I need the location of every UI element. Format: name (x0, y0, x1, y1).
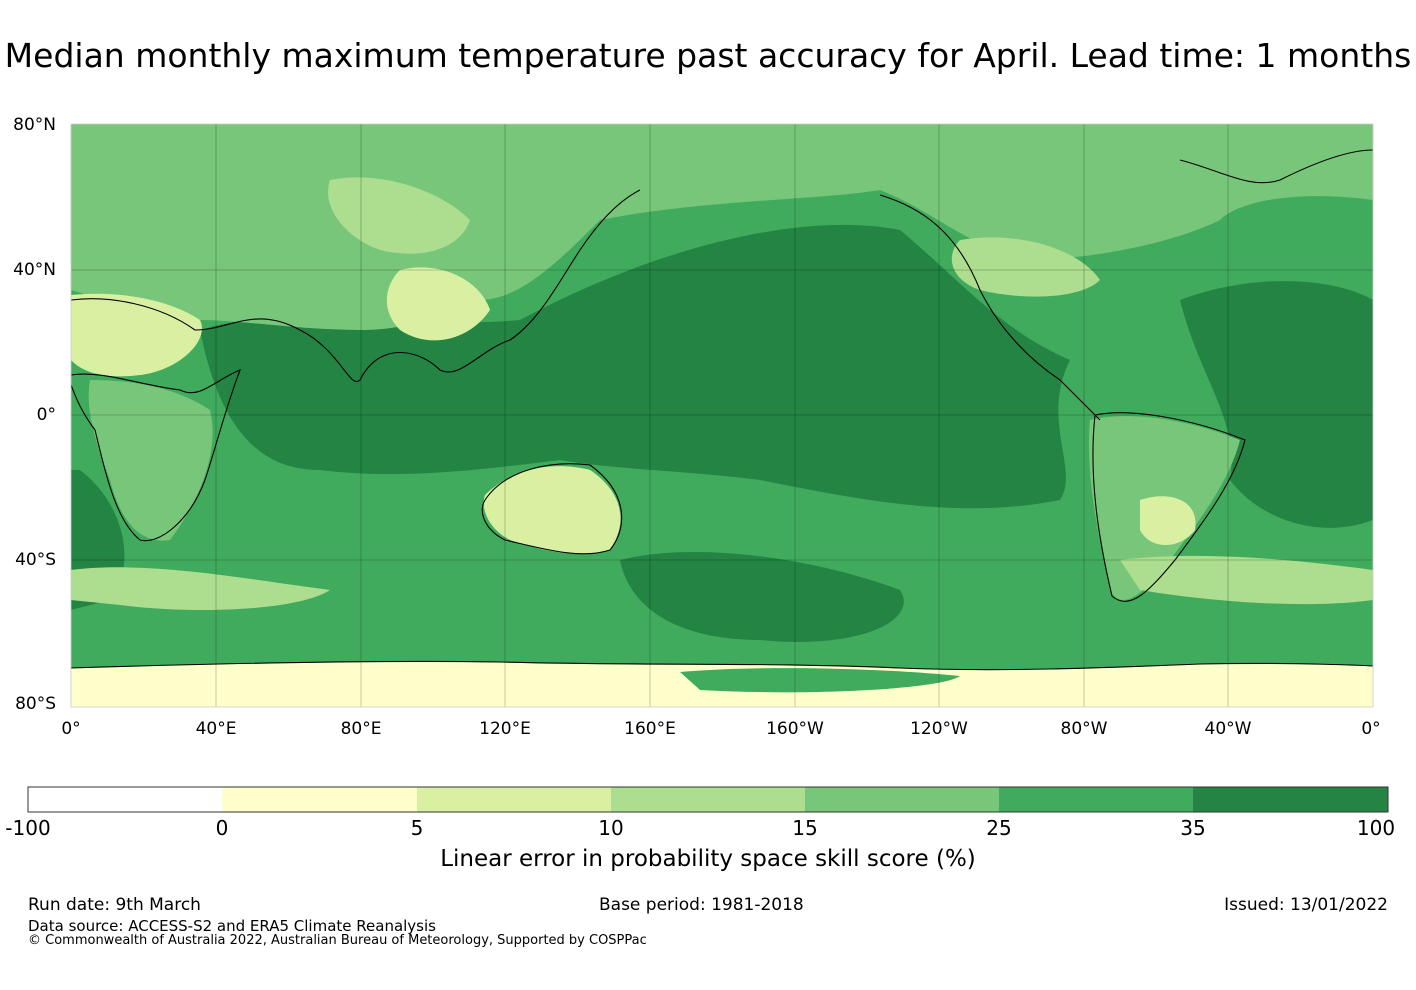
graticule (71, 124, 1373, 707)
lon-label: 80°W (1060, 719, 1108, 739)
southern-ocean-band (71, 620, 1373, 670)
colorbar-swatch (805, 787, 999, 812)
lon-label: 160°E (624, 719, 676, 739)
lon-label: 40°W (1204, 719, 1252, 739)
tibet-patch (386, 267, 490, 341)
southern-light-streak-2 (1120, 555, 1373, 605)
colorbar-swatch (611, 787, 805, 812)
ocean-high-skill-band (200, 224, 1070, 509)
colorbar-swatch (999, 787, 1193, 812)
australia-patch (483, 466, 621, 555)
sahara-patch (71, 293, 202, 377)
map-frame (70, 123, 1374, 708)
lon-label: 0° (1361, 719, 1381, 739)
colorbar-tick-label: 0 (215, 816, 229, 840)
lon-label: 120°W (910, 719, 968, 739)
africa-interior (88, 380, 213, 541)
colorbar-swatch (222, 787, 417, 812)
colorbar-frame (27, 786, 1389, 813)
colorbar-tick-label: 15 (792, 816, 818, 840)
colorbar-tick-label: 35 (1180, 816, 1206, 840)
lat-label: 80°S (15, 694, 56, 714)
lat-label: 40°S (15, 550, 56, 570)
lat-label: 40°N (13, 260, 56, 280)
run-date: Run date: 9th March (28, 895, 201, 915)
lon-label: 160°W (766, 719, 824, 739)
colorbar-tick-label: 100 (1356, 816, 1396, 840)
colorbar-tick-label: 5 (410, 816, 424, 840)
lon-label: 120°E (479, 719, 531, 739)
chart-title: Median monthly maximum temperature past … (4, 36, 1412, 75)
lon-label: 0° (61, 719, 81, 739)
north-america-patch (951, 237, 1100, 297)
lon-label: 80°E (340, 719, 382, 739)
colorbar-swatch (417, 787, 611, 812)
copyright: © Commonwealth of Australia 2022, Austra… (28, 933, 647, 948)
atlantic-high-skill (1180, 281, 1373, 528)
colorbar-swatch (1193, 787, 1388, 812)
southern-light-streak-1 (71, 567, 330, 610)
colorbar-title: Linear error in probability space skill … (440, 846, 976, 872)
map-field (71, 124, 1373, 707)
colorbar (27, 786, 1389, 813)
lon-label: 40°E (195, 719, 237, 739)
colorbar-tick-label: 10 (598, 816, 624, 840)
antarctica-patch (680, 668, 960, 693)
siberia-patch (328, 177, 470, 254)
lat-label: 80°N (13, 115, 56, 135)
issued-date: Issued: 13/01/2022 (1224, 895, 1388, 915)
south-america-low-patch (1140, 496, 1196, 545)
coastlines (71, 149, 1373, 671)
base-period: Base period: 1981-2018 (599, 895, 804, 915)
lat-label: 0° (36, 405, 56, 425)
colorbar-tick-label: -100 (5, 816, 51, 840)
colorbar-swatch (28, 787, 222, 812)
south-pacific-high (620, 551, 904, 642)
colorbar-tick-label: 25 (986, 816, 1012, 840)
data-source: Data source: ACCESS-S2 and ERA5 Climate … (28, 917, 436, 935)
